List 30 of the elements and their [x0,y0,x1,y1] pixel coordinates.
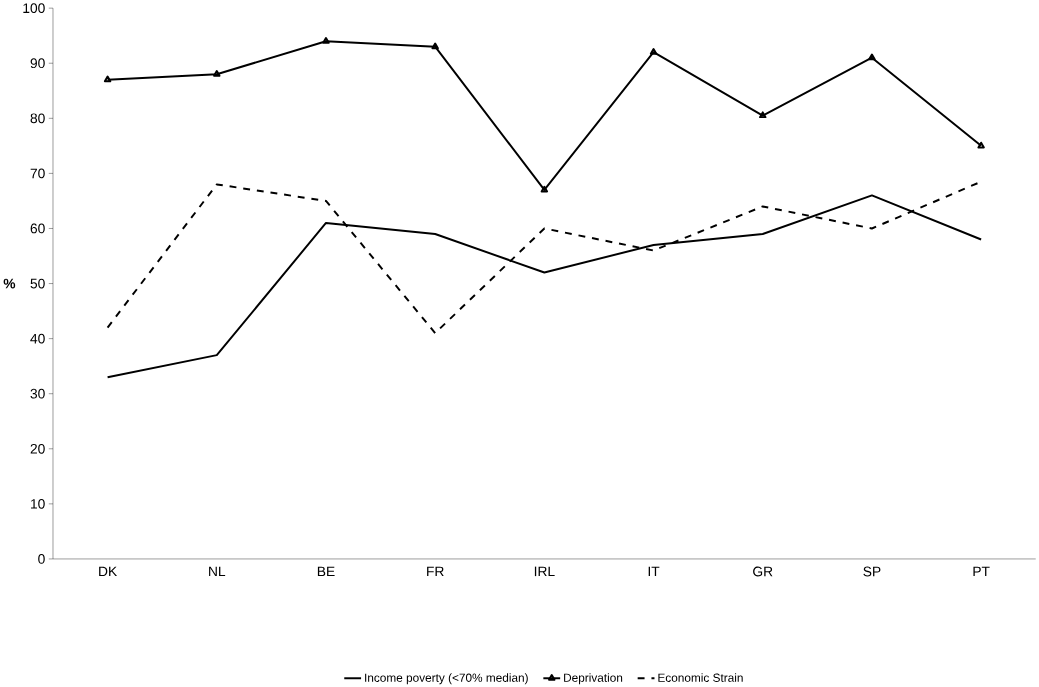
x-tick-label: IRL [534,566,555,577]
x-tick-label: BE [317,566,335,577]
legend-label: Deprivation [564,673,623,685]
y-tick-label: 90 [30,58,45,69]
legend-label: Economic Strain [658,673,743,682]
x-tick-label: DK [99,566,118,577]
x-tick-label: NL [209,566,226,577]
y-axis-title: % [3,278,16,289]
y-tick-label: 80 [30,113,45,124]
point [213,70,221,77]
y-tick-label: 70 [30,168,45,179]
y-tick-label: 20 [30,443,45,454]
y-tick-label: 100 [23,3,45,13]
y-tick-label: 0 [38,553,45,564]
point [431,42,439,50]
y-tick-label: 60 [30,223,45,234]
point [759,111,767,119]
x-tick-label: GR [753,566,773,577]
x-tick-label: IT [648,566,660,577]
x-tick-label: SP [863,566,881,577]
y-tick-label: 50 [30,278,45,289]
point [649,47,658,55]
y-tick-label: 10 [31,498,45,509]
y-tick-label: 40 [30,333,45,344]
point [322,36,330,44]
legend-label: Income poverty (<70% median) [365,673,528,685]
point [868,53,876,61]
x-tick-label: PT [973,566,990,577]
y-tick-label: 30 [30,388,45,399]
x-tick-label: FR [427,566,444,577]
